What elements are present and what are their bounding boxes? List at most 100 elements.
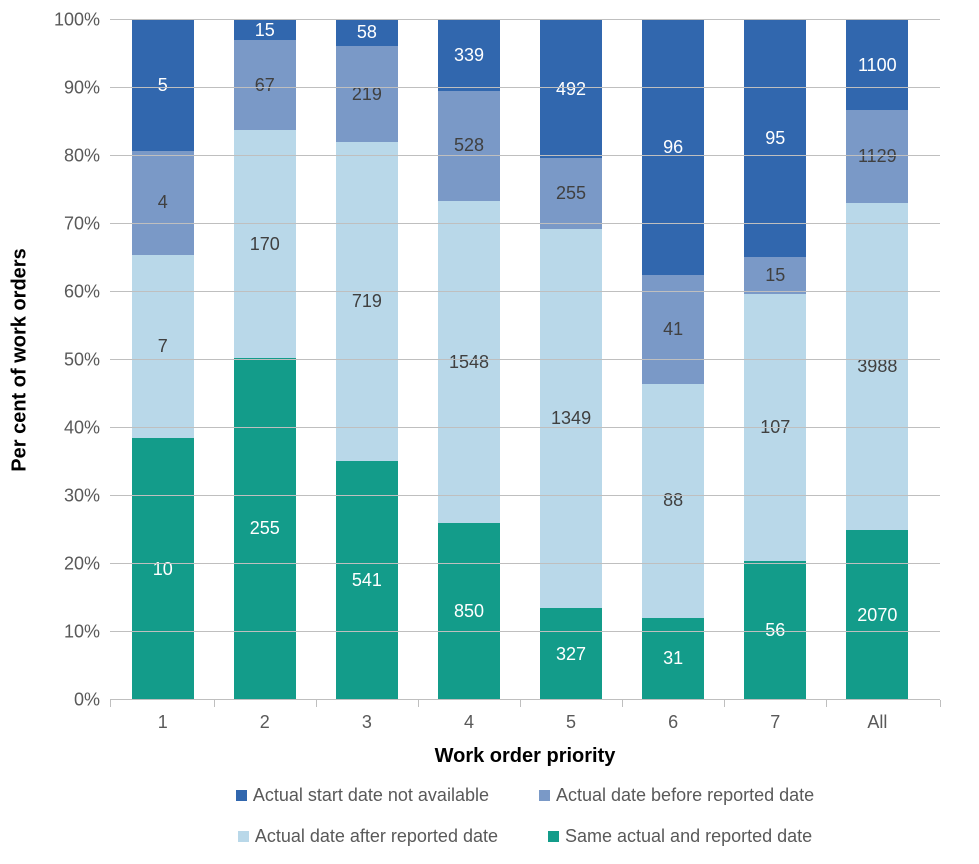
legend-swatch xyxy=(238,831,249,842)
grid-line xyxy=(110,223,940,224)
bar-segment-value: 339 xyxy=(454,45,484,66)
bar-segment-same: 541 xyxy=(336,461,398,700)
y-tick-label: 50% xyxy=(64,350,110,371)
bar-segment-after: 1548 xyxy=(438,201,500,523)
bar-segment-value: 10 xyxy=(153,559,173,580)
x-tick-mark xyxy=(316,700,317,707)
bar-segment-value: 5 xyxy=(158,75,168,96)
y-tick-label: 90% xyxy=(64,78,110,99)
bar-segment-value: 255 xyxy=(250,518,280,539)
bar-segment-before: 219 xyxy=(336,46,398,143)
grid-line xyxy=(110,495,940,496)
x-tick-mark xyxy=(520,700,521,707)
legend-swatch xyxy=(548,831,559,842)
x-tick-mark xyxy=(418,700,419,707)
bar: 10 7 4 5 xyxy=(132,20,194,700)
grid-line xyxy=(110,563,940,564)
x-axis-title: Work order priority xyxy=(435,745,616,768)
y-tick-label: 100% xyxy=(54,10,110,31)
bar-segment-value: 41 xyxy=(663,319,683,340)
bar-segment-same: 2070 xyxy=(846,530,908,700)
y-tick-label: 70% xyxy=(64,214,110,235)
bar-segment-na: 58 xyxy=(336,20,398,46)
y-tick-label: 30% xyxy=(64,486,110,507)
y-tick-label: 20% xyxy=(64,554,110,575)
y-tick-label: 40% xyxy=(64,418,110,439)
bar-segment-value: 7 xyxy=(158,336,168,357)
x-tick-label: 5 xyxy=(566,700,576,733)
bar: 255 170 67 15 xyxy=(234,20,296,700)
bar-segment-before: 15 xyxy=(744,257,806,294)
bar: 541 719 21958 xyxy=(336,20,398,700)
bar-segment-same: 327 xyxy=(540,608,602,700)
y-axis-title: Per cent of work orders xyxy=(9,248,32,471)
grid-line xyxy=(110,359,940,360)
grid-line xyxy=(110,155,940,156)
bars-container: 10 7 4 5 255 170 67 15 541 719 21958 850 1548 528 339 3… xyxy=(110,20,940,700)
bar-segment-before: 528 xyxy=(438,91,500,201)
bar-segment-na: 1100 xyxy=(846,20,908,110)
y-tick-label: 10% xyxy=(64,622,110,643)
bar: 850 1548 528 339 xyxy=(438,20,500,700)
x-tick-label: 7 xyxy=(770,700,780,733)
x-tick-mark xyxy=(940,700,941,707)
legend-label: Actual start date not available xyxy=(253,785,489,806)
grid-line xyxy=(110,291,940,292)
bar-segment-value: 850 xyxy=(454,601,484,622)
bar-segment-na: 5 xyxy=(132,20,194,151)
bar-segment-after: 719 xyxy=(336,142,398,460)
x-tick-label: 2 xyxy=(260,700,270,733)
plot-area: 10 7 4 5 255 170 67 15 541 719 21958 850 1548 528 339 3… xyxy=(110,20,940,700)
x-tick-mark xyxy=(724,700,725,707)
bar: 561071595 xyxy=(744,20,806,700)
legend-label: Actual date after reported date xyxy=(255,826,498,847)
bar-segment-value: 255 xyxy=(556,183,586,204)
x-tick-mark xyxy=(622,700,623,707)
bar-segment-value: 719 xyxy=(352,291,382,312)
x-tick-mark xyxy=(214,700,215,707)
bar-segment-value: 4 xyxy=(158,192,168,213)
bar-segment-after: 7 xyxy=(132,255,194,438)
x-tick-mark xyxy=(826,700,827,707)
bar-segment-value: 327 xyxy=(556,644,586,665)
bar-segment-value: 1100 xyxy=(858,55,897,76)
bar-segment-after: 170 xyxy=(234,130,296,358)
bar-segment-value: 67 xyxy=(255,75,275,96)
bar: 2070398811291100 xyxy=(846,20,908,700)
legend-label: Same actual and reported date xyxy=(565,826,812,847)
bar-segment-same: 10 xyxy=(132,438,194,700)
x-tick-label: 6 xyxy=(668,700,678,733)
bar-segment-value: 88 xyxy=(663,490,683,511)
bar-segment-before: 4 xyxy=(132,151,194,256)
legend-item-after: Actual date after reported date xyxy=(238,826,498,847)
x-tick-label: 1 xyxy=(158,700,168,733)
bar-segment-value: 1129 xyxy=(858,146,897,167)
y-tick-label: 80% xyxy=(64,146,110,167)
legend-item-before: Actual date before reported date xyxy=(539,785,814,806)
bar-segment-before: 255 xyxy=(540,158,602,229)
grid-line xyxy=(110,427,940,428)
stacked-bar-chart: Per cent of work orders 1074525517067155… xyxy=(0,0,979,864)
bar-segment-value: 95 xyxy=(765,128,785,149)
bar-segment-value: 541 xyxy=(352,570,382,591)
legend-item-same: Same actual and reported date xyxy=(548,826,812,847)
legend-swatch xyxy=(539,790,550,801)
bar-segment-value: 1548 xyxy=(449,352,489,373)
bar: 327 1349 255 492 xyxy=(540,20,602,700)
bar-segment-after: 1349 xyxy=(540,229,602,608)
bar-segment-na: 15 xyxy=(234,20,296,40)
x-tick-label: 3 xyxy=(362,700,372,733)
bar-segment-na: 96 xyxy=(642,20,704,275)
bar-segment-same: 255 xyxy=(234,358,296,700)
bar-segment-before: 67 xyxy=(234,40,296,130)
bar-segment-na: 492 xyxy=(540,20,602,158)
bar-segment-same: 850 xyxy=(438,523,500,700)
grid-line xyxy=(110,631,940,632)
legend-swatch xyxy=(236,790,247,801)
legend-item-na: Actual start date not available xyxy=(236,785,489,806)
grid-line xyxy=(110,699,940,700)
legend-label: Actual date before reported date xyxy=(556,785,814,806)
bar-segment-na: 339 xyxy=(438,20,500,91)
bar-segment-before: 1129 xyxy=(846,110,908,202)
bar-segment-value: 492 xyxy=(556,79,586,100)
